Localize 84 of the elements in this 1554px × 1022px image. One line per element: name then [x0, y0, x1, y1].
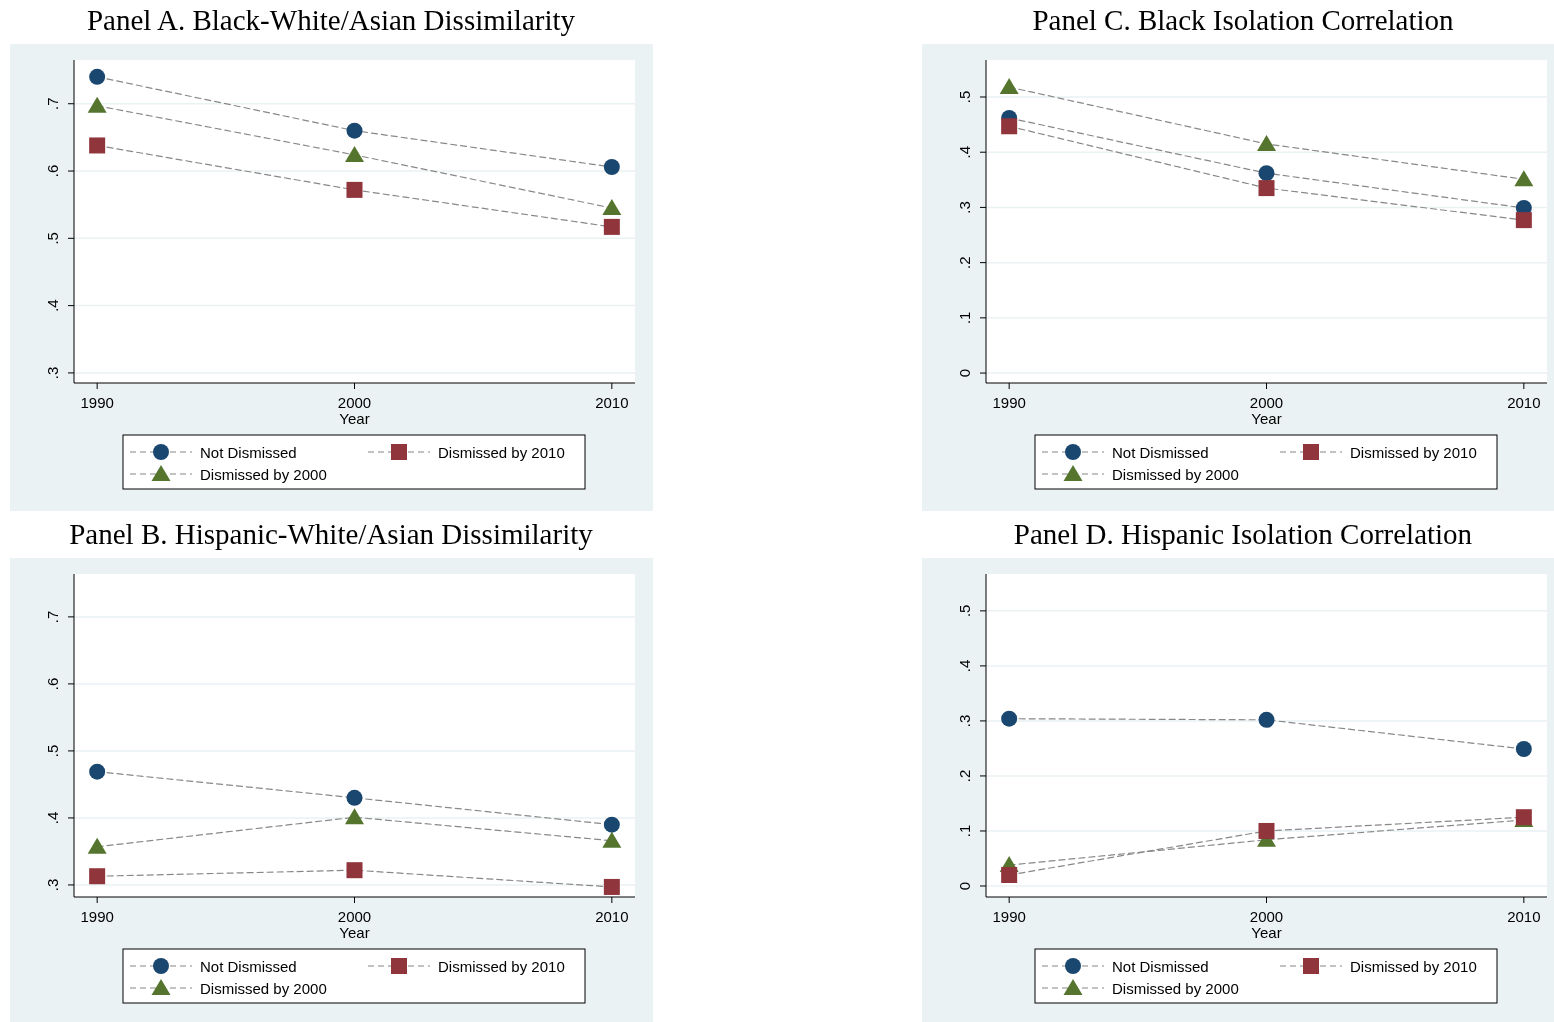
point	[89, 868, 106, 885]
y-tick-label: .7	[44, 610, 61, 624]
y-tick-label: .4	[956, 659, 973, 673]
point	[1258, 711, 1275, 728]
point	[603, 158, 620, 175]
legend-label: Dismissed by 2000	[1112, 979, 1239, 997]
point	[1515, 212, 1532, 229]
point	[89, 763, 106, 780]
legend-label: Not Dismissed	[1112, 443, 1209, 461]
y-tick-label: .5	[956, 604, 973, 618]
chart-title: Panel C. Black Isolation Correlation	[1032, 4, 1455, 36]
legend-label: Dismissed by 2010	[1350, 443, 1477, 461]
legend-label: Dismissed by 2000	[200, 465, 327, 483]
x-axis-title: Year	[339, 924, 370, 941]
x-tick-label: 2000	[1249, 908, 1284, 925]
point	[1001, 866, 1018, 883]
x-axis-title: Year	[1251, 410, 1282, 427]
point	[603, 816, 620, 833]
legend-label: Dismissed by 2000	[1112, 465, 1239, 483]
point	[1001, 118, 1018, 135]
point	[1258, 180, 1275, 197]
point	[999, 78, 1019, 95]
x-tick-label: 1990	[992, 908, 1026, 925]
x-axis-title: Year	[1251, 924, 1282, 941]
y-tick-label: 0	[956, 881, 973, 891]
point	[1001, 710, 1018, 727]
y-tick-label: .3	[44, 878, 61, 892]
point	[346, 789, 363, 806]
x-tick-label: 2000	[1249, 394, 1284, 411]
legend-label: Dismissed by 2000	[200, 979, 327, 997]
chart-title: Panel A. Black-White/Asian Dissimilarity	[86, 4, 576, 36]
legend-label: Dismissed by 2010	[438, 957, 565, 975]
y-tick-label: .3	[44, 366, 61, 380]
y-tick-label: .4	[44, 811, 61, 825]
legend-label: Dismissed by 2010	[1350, 957, 1477, 975]
chart-title: Panel B. Hispanic-White/Asian Dissimilarity	[69, 518, 594, 550]
y-tick-label: .6	[44, 677, 61, 691]
y-tick-label: .2	[956, 256, 973, 269]
x-axis-title: Year	[339, 410, 370, 427]
x-tick-label: 2010	[1507, 908, 1541, 925]
x-tick-label: 2000	[337, 394, 372, 411]
x-tick-label: 2010	[1507, 394, 1541, 411]
point	[87, 837, 107, 854]
point	[603, 878, 620, 895]
point	[602, 199, 622, 216]
x-tick-label: 1990	[992, 394, 1026, 411]
y-tick-label: .1	[956, 824, 973, 838]
y-tick-label: .6	[44, 164, 61, 178]
y-tick-label: 0	[956, 368, 973, 378]
y-tick-label: .1	[956, 311, 973, 325]
point	[1257, 134, 1276, 151]
point	[602, 831, 622, 848]
point	[1515, 740, 1532, 757]
point	[346, 181, 363, 198]
point	[346, 122, 363, 139]
point	[345, 808, 364, 825]
x-tick-label: 1990	[80, 394, 114, 411]
y-tick-label: .4	[956, 145, 973, 159]
y-tick-label: .4	[44, 299, 61, 312]
x-tick-label: 2010	[595, 394, 629, 411]
legend-label: Not Dismissed	[200, 443, 297, 461]
y-tick-label: .3	[956, 201, 973, 214]
x-tick-label: 2010	[595, 908, 629, 925]
chart-title: Panel D. Hispanic Isolation Correlation	[1013, 518, 1473, 550]
point	[1514, 170, 1534, 187]
legend-label: Dismissed by 2010	[438, 443, 565, 461]
y-tick-label: .5	[956, 90, 973, 104]
point	[345, 145, 364, 162]
legend-label: Not Dismissed	[200, 957, 297, 975]
y-tick-label: .5	[44, 744, 61, 758]
y-tick-label: .7	[44, 97, 61, 110]
legend-label: Not Dismissed	[1112, 957, 1209, 975]
y-tick-label: .5	[44, 232, 61, 245]
point	[89, 137, 106, 154]
x-tick-label: 1990	[80, 908, 114, 925]
point	[1258, 165, 1275, 182]
x-tick-label: 2000	[337, 908, 372, 925]
point	[1258, 822, 1275, 839]
point	[346, 862, 363, 879]
y-tick-label: .2	[956, 769, 973, 783]
point	[89, 68, 106, 85]
point	[603, 218, 620, 235]
point	[87, 96, 107, 113]
y-tick-label: .3	[956, 714, 973, 728]
